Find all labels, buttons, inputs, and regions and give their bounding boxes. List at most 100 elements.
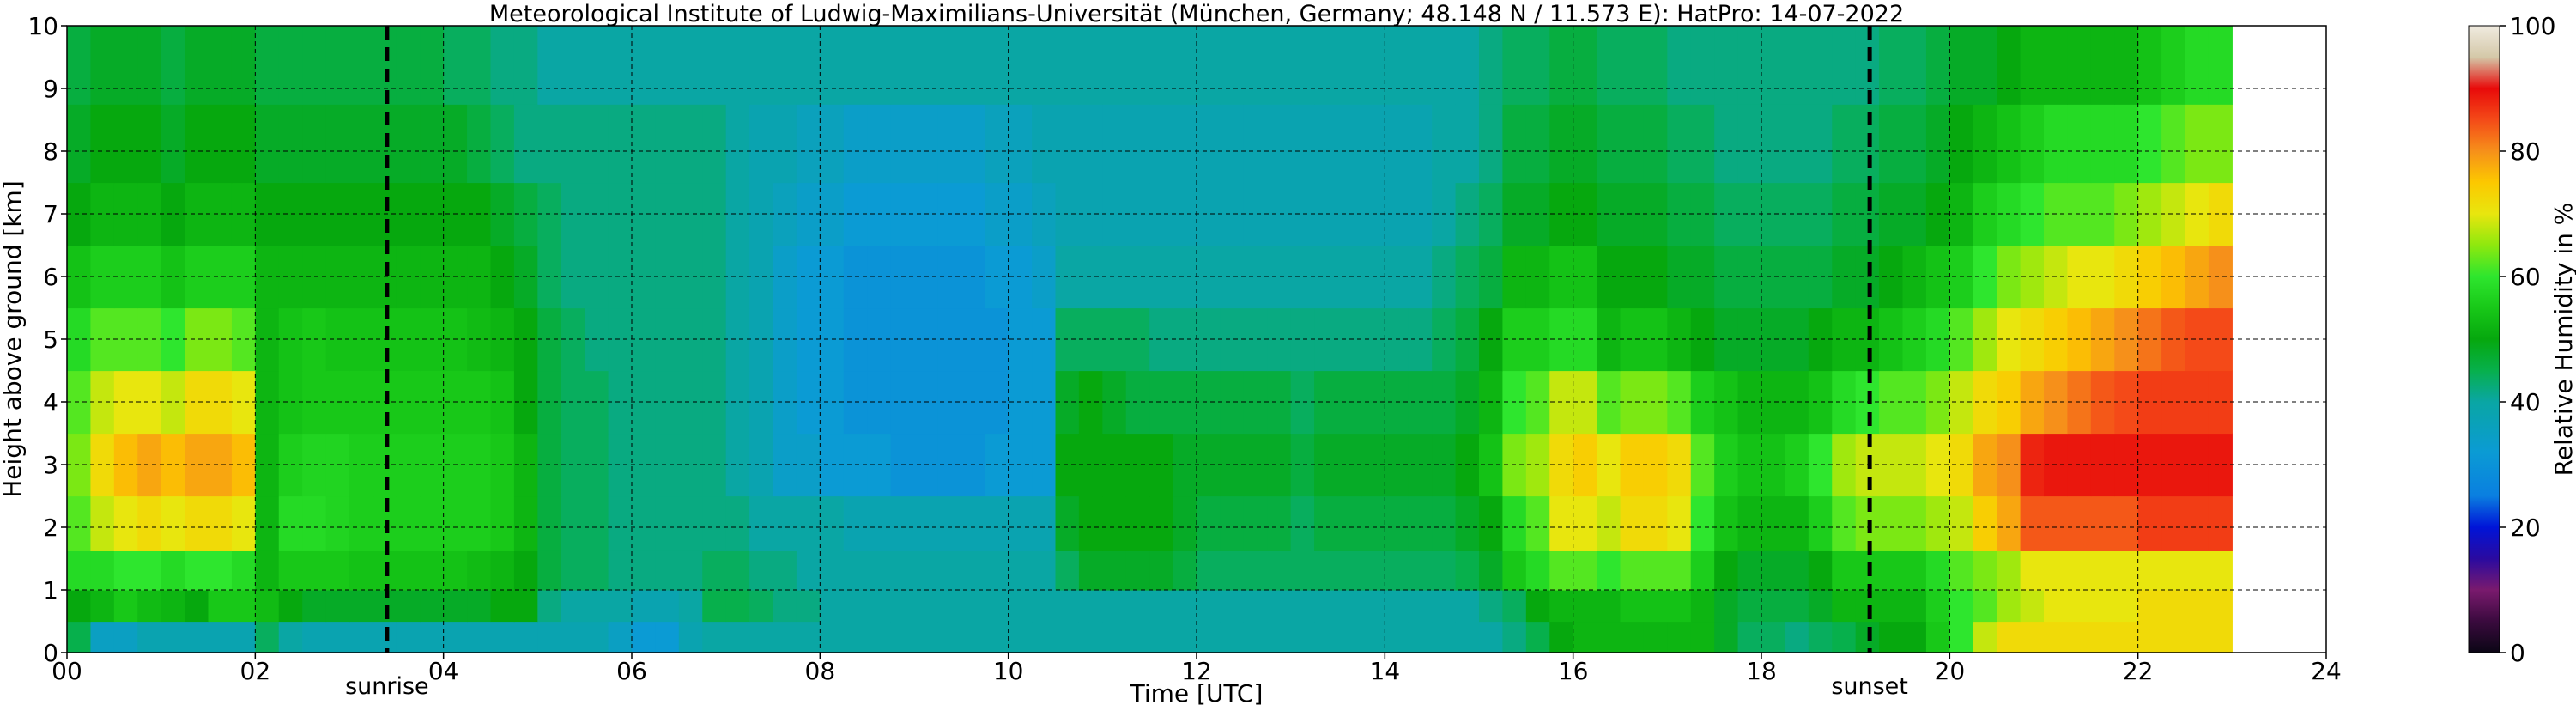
heatmap-cell [1643, 182, 1668, 246]
heatmap-cell [2137, 370, 2162, 434]
heatmap-cell [632, 104, 657, 184]
heatmap-cell [2185, 182, 2209, 246]
heatmap-cell [1902, 621, 1927, 653]
heatmap-cell [1173, 245, 1197, 309]
heatmap-cell [843, 104, 868, 184]
heatmap-cell [2161, 433, 2186, 497]
heatmap-cell [1573, 621, 1597, 653]
heatmap-cell [585, 590, 609, 623]
heatmap-cell [1502, 590, 1527, 623]
heatmap-cell [2137, 26, 2162, 105]
heatmap-cell [208, 370, 233, 434]
heatmap-cell [1620, 550, 1645, 591]
heatmap-cell [2090, 104, 2115, 184]
heatmap-cell [1149, 621, 1174, 653]
heatmap-cell [1832, 104, 1857, 184]
heatmap-cell [1785, 182, 1809, 246]
heatmap-cell [1337, 104, 1362, 184]
heatmap-cell [349, 26, 374, 105]
heatmap-cell [1667, 370, 1692, 434]
heatmap-cell [185, 307, 209, 372]
heatmap-cell [678, 26, 703, 105]
heatmap-cell [1267, 590, 1292, 623]
heatmap-cell [2090, 621, 2115, 653]
heatmap-cell [490, 550, 515, 591]
heatmap-cell [914, 590, 939, 623]
heatmap-cell [1573, 26, 1597, 105]
heatmap-cell [890, 26, 915, 105]
heatmap-cell [632, 590, 657, 623]
heatmap-cell [137, 245, 162, 309]
heatmap-cell [1197, 245, 1221, 309]
heatmap-cell [1173, 550, 1197, 591]
heatmap-cell [678, 245, 703, 309]
heatmap-cell [1879, 550, 1904, 591]
heatmap-cell [914, 104, 939, 184]
heatmap-cell [608, 26, 633, 105]
heatmap-cell [1667, 307, 1692, 372]
heatmap-cell [914, 495, 939, 551]
heatmap-cell [2185, 495, 2209, 551]
heatmap-cell [1173, 433, 1197, 497]
heatmap-cell [396, 550, 421, 591]
heatmap-cell [208, 26, 233, 105]
heatmap-cell [1125, 182, 1150, 246]
heatmap-cell [1643, 104, 1668, 184]
heatmap-cell [773, 550, 797, 591]
heatmap-cell [1032, 550, 1057, 591]
heatmap-cell [1385, 104, 1409, 184]
heatmap-cell [796, 26, 821, 105]
heatmap-cell [1479, 495, 1504, 551]
x-tick-label: 18 [1746, 657, 1777, 685]
heatmap-cell [985, 26, 1009, 105]
heatmap-cell [1690, 104, 1715, 184]
heatmap-cell [231, 26, 256, 105]
colorbar-tick-label: 40 [2510, 388, 2541, 416]
heatmap-cell [1832, 495, 1857, 551]
heatmap-cell [1690, 433, 1715, 497]
heatmap-cell [1549, 26, 1574, 105]
heatmap-cell [1102, 590, 1127, 623]
heatmap-cell [702, 621, 727, 653]
heatmap-cell [1432, 495, 1457, 551]
heatmap-cell [1525, 621, 1550, 653]
heatmap-cell [1620, 370, 1645, 434]
heatmap-cell [1573, 550, 1597, 591]
heatmap-cell [702, 495, 727, 551]
heatmap-cell [1737, 433, 1762, 497]
heatmap-cell [420, 550, 445, 591]
heatmap-cell [773, 590, 797, 623]
heatmap-cell [1290, 550, 1315, 591]
heatmap-cell [843, 621, 868, 653]
heatmap-cell [255, 590, 280, 623]
heatmap-cell [113, 433, 138, 497]
heatmap-cell [1714, 370, 1739, 434]
heatmap-cell [1032, 590, 1057, 623]
heatmap-cell [725, 495, 750, 551]
heatmap-cell [1714, 26, 1739, 105]
heatmap-cell [2137, 550, 2162, 591]
heatmap-cell [1808, 590, 1833, 623]
heatmap-cell [985, 104, 1009, 184]
heatmap-cell [513, 621, 538, 653]
heatmap-cell [1643, 307, 1668, 372]
heatmap-cell [1785, 26, 1809, 105]
heatmap-cell [302, 26, 327, 105]
heatmap-cell [1455, 26, 1480, 105]
heatmap-cell [2161, 104, 2186, 184]
heatmap-cell [231, 495, 256, 551]
heatmap-cell [632, 182, 657, 246]
heatmap-cell [749, 621, 774, 653]
heatmap-cell [1832, 550, 1857, 591]
heatmap-cell [937, 26, 962, 105]
heatmap-cell [702, 550, 727, 591]
heatmap-cell [161, 590, 185, 623]
heatmap-cell [655, 26, 680, 105]
heatmap-cell [561, 621, 585, 653]
heatmap-cell [985, 590, 1009, 623]
heatmap-cell [1785, 104, 1809, 184]
heatmap-cell [608, 495, 633, 551]
chart-title: Meteorological Institute of Ludwig-Maxim… [489, 1, 1904, 27]
heatmap-cell [2137, 621, 2162, 653]
